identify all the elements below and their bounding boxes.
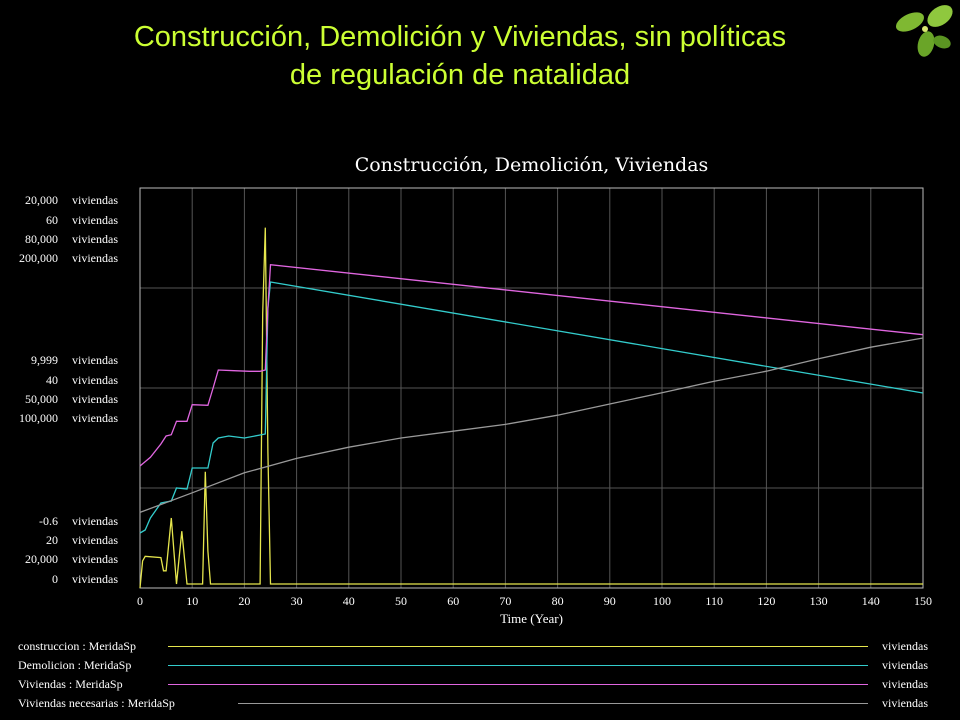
legend-unit: viviendas [876,637,928,655]
legend-item: construccion : MeridaSp viviendas [18,637,928,655]
x-axis-label: Time (Year) [500,611,563,626]
series-line [139,263,924,467]
x-tick-label: 50 [395,594,407,608]
y-label-unit: viviendas [72,572,118,586]
x-tick-label: 0 [137,594,143,608]
y-label-value: 80,000 [25,232,58,246]
y-label-value: 40 [46,373,58,387]
legend-unit: viviendas [876,675,928,693]
y-label-value: 60 [46,213,58,227]
x-tick-label: 40 [343,594,355,608]
y-label-row: 40 viviendas [0,372,140,388]
slide-title-line2: de regulación de natalidad [289,59,631,91]
legend-line [168,646,868,647]
legend-item: Viviendas : MeridaSp viviendas [18,675,928,693]
y-label-value: 9,999 [31,353,58,367]
y-label-value: 20 [46,533,58,547]
y-label-row: 0 viviendas [0,571,140,587]
series-line [139,227,923,589]
y-label-unit: viviendas [72,373,118,387]
y-label-value: 20,000 [25,193,58,207]
y-label-row: 9,999 viviendas [0,352,140,368]
y-label-unit: viviendas [72,232,118,246]
y-label-unit: viviendas [72,552,118,566]
x-tick-label: 20 [238,594,250,608]
legend-label: Demolicion : MeridaSp [18,656,138,674]
x-tick-label: 30 [291,594,303,608]
y-label-value: -0.6 [39,514,58,528]
y-label-unit: viviendas [72,193,118,207]
x-tick-label: 150 [914,594,932,608]
y-label-value: 0 [52,572,58,586]
x-tick-label: 140 [862,594,880,608]
y-label-value: 200,000 [19,251,58,265]
y-label-value: 100,000 [19,411,58,425]
sprout-logo-icon [895,5,953,57]
y-label-row: -0.6 viviendas [0,513,140,529]
x-tick-label: 110 [705,594,723,608]
legend-label: Viviendas necesarias : MeridaSp [18,694,181,712]
y-label-value: 50,000 [25,392,58,406]
legend-unit: viviendas [876,694,928,712]
x-tick-label: 100 [653,594,671,608]
y-label-row: 20 viviendas [0,532,140,548]
series-line [139,337,924,514]
legend-item: Viviendas necesarias : MeridaSp vivienda… [18,694,928,712]
plot-area: 0 10 20 30 40 50 60 70 80 90 100 110 120 130 140 150 Tim… [137,187,932,626]
plot-frame [139,187,924,589]
slide-title-line1: Construcción, Demolición y Viviendas, si… [133,21,787,53]
slide-title: Construcción, Demolición y Viviendas, si… [20,18,900,94]
x-tick-label: 80 [552,594,564,608]
x-tick-label: 60 [447,594,459,608]
y-label-unit: viviendas [72,514,118,528]
y-label-row: 20,000 viviendas [0,192,140,208]
y-label-row: 60 viviendas [0,212,140,228]
y-label-value: 20,000 [25,552,58,566]
chart-title: Construcción, Demolición, Viviendas [354,154,709,176]
y-label-unit: viviendas [72,213,118,227]
legend-line [168,684,868,685]
y-label-row: 200,000 viviendas [0,250,140,266]
legend-label: construccion : MeridaSp [18,637,142,655]
y-label-unit: viviendas [72,533,118,547]
x-tick-label: 120 [757,594,775,608]
x-tick-label: 70 [499,594,511,608]
legend-label: Viviendas : MeridaSp [18,675,129,693]
legend-line [168,665,868,666]
y-label-row: 100,000 viviendas [0,410,140,426]
x-tick-label: 10 [186,594,198,608]
legend-unit: viviendas [876,656,928,674]
y-label-unit: viviendas [72,411,118,425]
y-label-unit: viviendas [72,353,118,367]
x-tick-label: 90 [604,594,616,608]
legend-line [238,703,868,704]
y-label-row: 20,000 viviendas [0,551,140,567]
legend-item: Demolicion : MeridaSp viviendas [18,656,928,674]
chart-panel: Construcción, Demolición, Viviendas 20,0… [0,148,940,720]
series-line [139,281,924,534]
x-tick-label: 130 [810,594,828,608]
y-label-unit: viviendas [72,392,118,406]
y-label-unit: viviendas [72,251,118,265]
y-label-row: 80,000 viviendas [0,231,140,247]
y-label-row: 50,000 viviendas [0,391,140,407]
